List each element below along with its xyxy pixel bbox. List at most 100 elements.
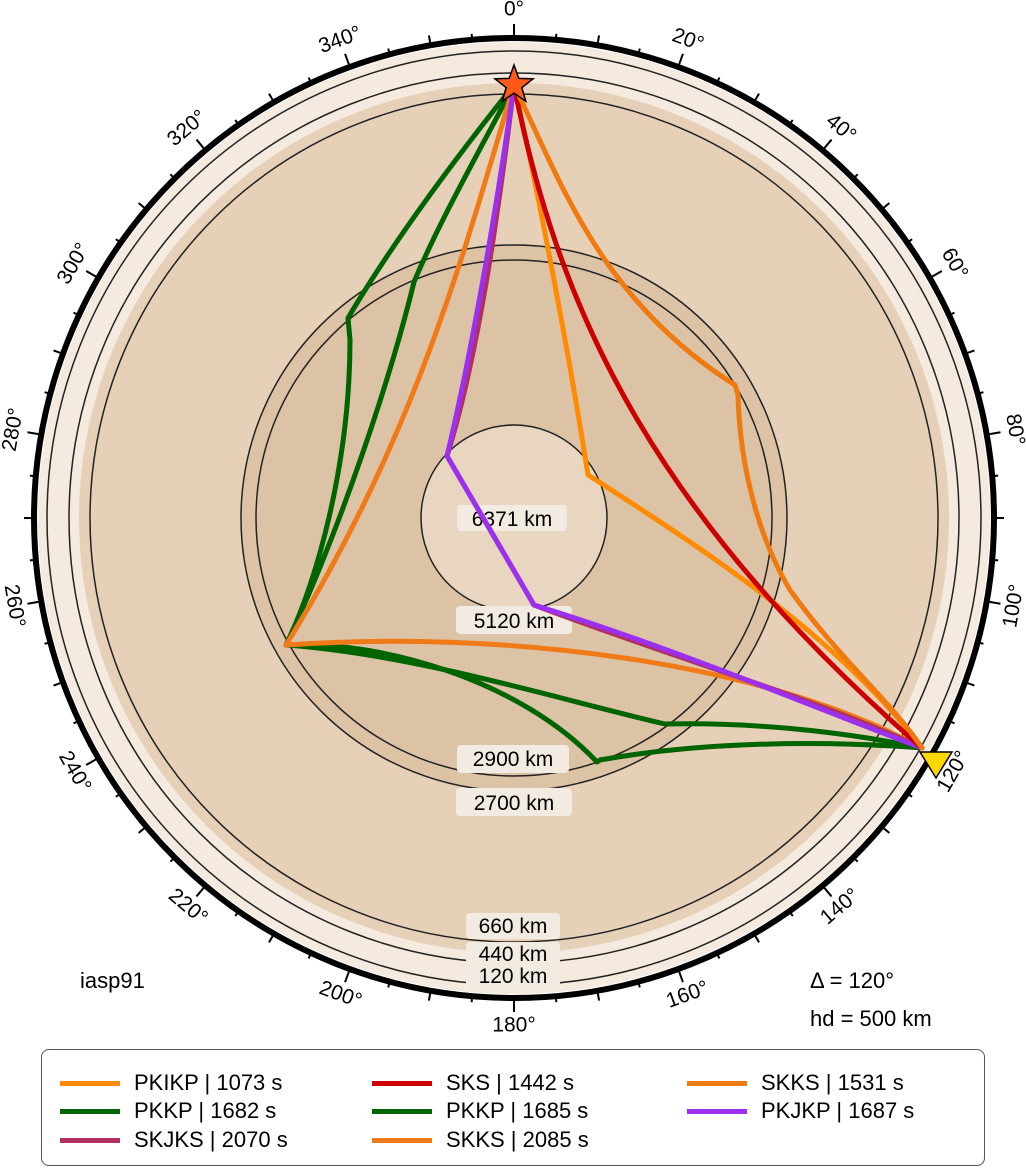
model-label: iasp91 bbox=[80, 968, 145, 993]
angle-label: 20° bbox=[669, 23, 707, 55]
degree-tick bbox=[881, 202, 891, 211]
degree-tick bbox=[881, 825, 891, 834]
degree-tick bbox=[992, 558, 999, 562]
degree-tick bbox=[29, 474, 36, 478]
depth-label-440: 440 km bbox=[479, 943, 548, 966]
degree-tick bbox=[986, 600, 1001, 605]
angle-label: 340° bbox=[316, 21, 365, 57]
degree-tick bbox=[964, 681, 975, 687]
degree-tick bbox=[821, 885, 833, 898]
degree-tick bbox=[852, 856, 859, 863]
degree-tick bbox=[169, 173, 176, 180]
degree-tick bbox=[234, 910, 240, 917]
angle-label: 260° bbox=[0, 583, 30, 630]
angle-label: 40° bbox=[822, 109, 861, 147]
degree-tick bbox=[387, 48, 391, 55]
degree-tick bbox=[906, 238, 913, 244]
angle-label: 280° bbox=[0, 406, 28, 453]
degree-tick bbox=[906, 792, 913, 798]
degree-tick bbox=[715, 952, 721, 959]
depth-label-bg bbox=[457, 745, 569, 773]
degree-tick bbox=[137, 202, 147, 211]
distance-label: Δ = 120° bbox=[810, 968, 895, 993]
legend-item: SKS | 1442 s bbox=[372, 1068, 574, 1098]
legend-label: PKJKP | 1687 s bbox=[761, 1098, 915, 1123]
event-star-icon bbox=[492, 62, 536, 103]
degree-tick bbox=[677, 53, 684, 68]
degree-tick bbox=[554, 996, 558, 1003]
depth-label-bg bbox=[466, 913, 560, 939]
angle-label: 200° bbox=[316, 976, 365, 1012]
degree-tick bbox=[554, 33, 558, 40]
degree-tick bbox=[344, 53, 351, 68]
degree-tick bbox=[948, 311, 955, 317]
degree-tick bbox=[929, 270, 943, 279]
angle-label: 220° bbox=[164, 884, 212, 930]
degree-tick bbox=[27, 600, 42, 605]
degree-tick bbox=[427, 990, 432, 1001]
degree-tick bbox=[53, 349, 64, 355]
circle-2900km bbox=[255, 259, 773, 777]
degree-tick bbox=[115, 238, 122, 244]
degree-tick bbox=[73, 311, 80, 317]
degree-tick bbox=[427, 35, 432, 46]
legend-label: PKKP | 1682 s bbox=[134, 1098, 277, 1123]
degree-tick bbox=[44, 391, 51, 395]
degree-tick bbox=[169, 856, 176, 863]
degree-tick bbox=[268, 93, 275, 103]
station-triangle-icon bbox=[918, 751, 954, 780]
degree-tick bbox=[234, 119, 240, 126]
depth-label-2900: 2900 km bbox=[473, 748, 554, 771]
angle-label: 160° bbox=[663, 976, 712, 1012]
degree-tick bbox=[977, 391, 984, 395]
degree-ticks bbox=[24, 24, 1004, 1012]
ray-PKIKP-1073 bbox=[511, 82, 925, 751]
legend-swatch bbox=[372, 1108, 432, 1114]
degree-tick bbox=[268, 933, 275, 943]
legend-label: PKKP | 1685 s bbox=[446, 1098, 589, 1123]
depth-label-bg bbox=[466, 964, 560, 988]
degree-tick bbox=[948, 719, 955, 725]
angle-label: 100° bbox=[998, 583, 1026, 630]
degree-tick bbox=[29, 558, 36, 562]
depth-label: hd = 500 km bbox=[810, 1006, 932, 1031]
angle-label: 320° bbox=[163, 105, 211, 151]
depth-label-6371: 6371 km bbox=[472, 508, 553, 531]
legend-swatch bbox=[60, 1080, 120, 1086]
legend-swatch bbox=[687, 1080, 747, 1086]
degree-tick bbox=[637, 48, 641, 55]
degree-tick bbox=[44, 641, 51, 645]
degree-tick bbox=[470, 33, 474, 40]
depth-label-5120: 5120 km bbox=[474, 610, 555, 633]
degree-tick bbox=[387, 981, 391, 988]
legend-swatch bbox=[372, 1080, 432, 1086]
degree-tick bbox=[137, 825, 147, 834]
legend-label: SKS | 1442 s bbox=[446, 1070, 575, 1095]
legend: PKIKP | 1073 s SKS | 1442 s SKKS | 1531 … bbox=[41, 1049, 985, 1166]
legend-item: SKJKS | 2070 s bbox=[60, 1125, 288, 1155]
depth-label-bg bbox=[466, 942, 560, 966]
degree-tick bbox=[27, 431, 42, 436]
legend-item: PKKP | 1682 s bbox=[60, 1096, 276, 1126]
legend-swatch bbox=[372, 1137, 432, 1143]
degree-tick bbox=[53, 681, 64, 687]
degree-tick bbox=[788, 910, 794, 917]
angle-label: 140° bbox=[816, 884, 864, 930]
angle-label: 180° bbox=[492, 1014, 535, 1037]
degree-tick bbox=[992, 474, 999, 478]
depth-label-bg bbox=[456, 606, 572, 634]
legend-swatch bbox=[60, 1108, 120, 1114]
legend-item: PKKP | 1685 s bbox=[372, 1096, 588, 1126]
degree-tick bbox=[596, 35, 601, 46]
degree-tick bbox=[195, 138, 207, 151]
degree-tick bbox=[195, 885, 207, 898]
degree-tick bbox=[753, 93, 760, 103]
degree-tick bbox=[852, 173, 859, 180]
degree-tick bbox=[821, 138, 833, 151]
degree-tick bbox=[596, 990, 601, 1001]
legend-swatch bbox=[687, 1108, 747, 1114]
degree-tick bbox=[307, 77, 313, 84]
ray-SKKS-1531 bbox=[511, 82, 925, 751]
angle-label: 0° bbox=[504, 0, 524, 21]
degree-tick bbox=[115, 792, 122, 798]
